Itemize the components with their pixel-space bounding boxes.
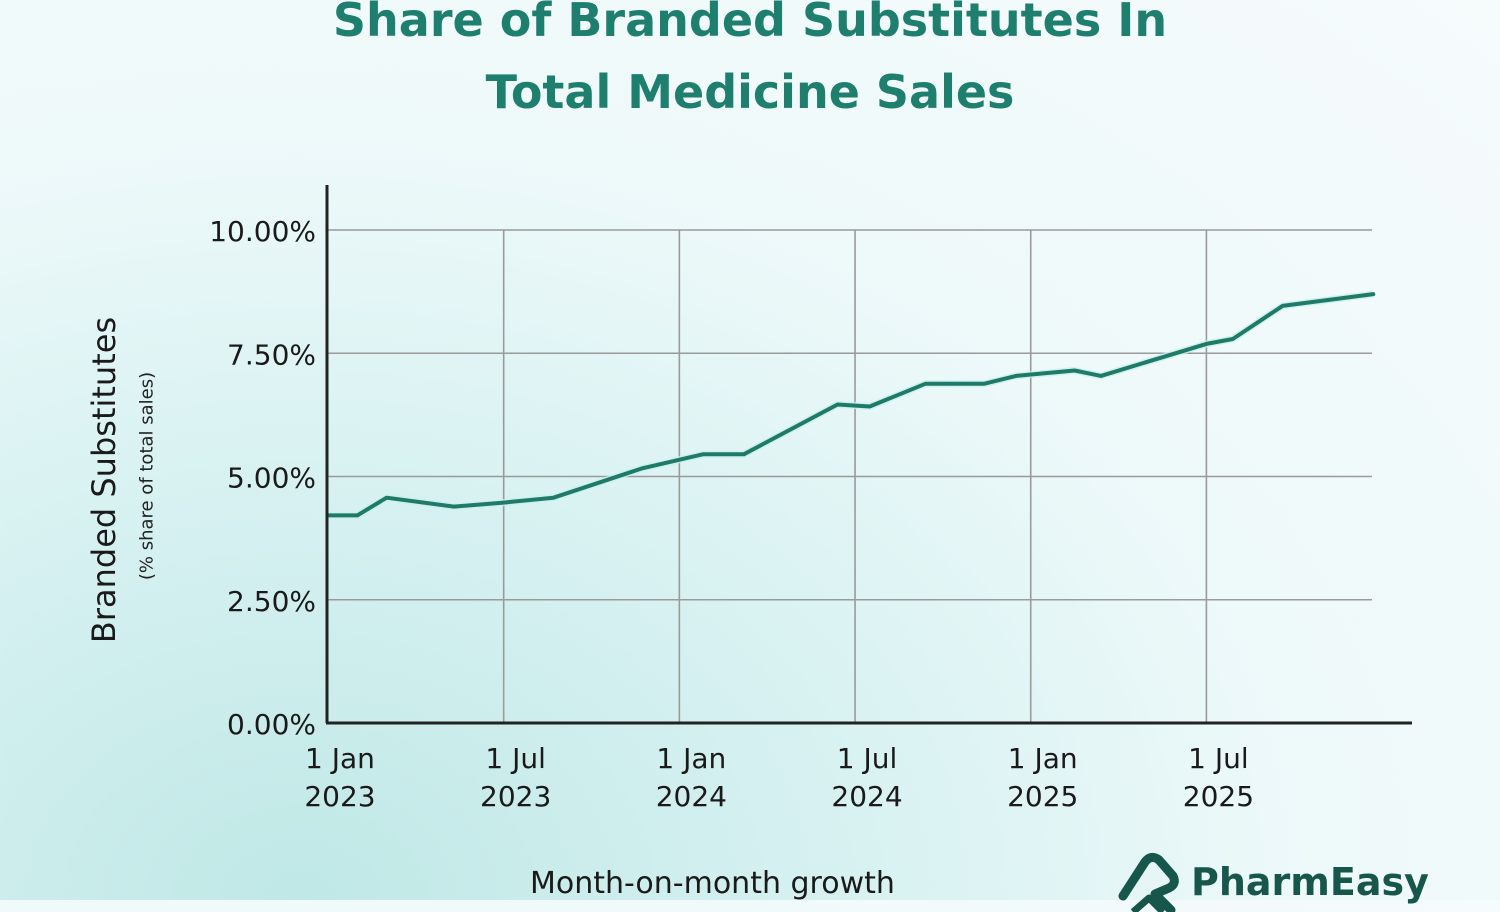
x-tick-label-line2: 2023 [304, 780, 375, 813]
data-point [385, 496, 389, 500]
x-tick-label-line2: 2025 [1007, 780, 1078, 813]
x-tick-label-line2: 2025 [1183, 780, 1254, 813]
data-point [1204, 342, 1208, 346]
y-tick-label: 10.00% [209, 215, 316, 248]
data-point [502, 501, 506, 505]
data-point [701, 452, 705, 456]
x-tick-label-line2: 2024 [656, 780, 727, 813]
x-tick-label-line1: 1 Jan [305, 742, 375, 775]
x-tick-label-line2: 2024 [831, 780, 902, 813]
x-tick-label-line1: 1 Jan [656, 742, 726, 775]
data-point [1371, 292, 1375, 296]
chart-title-line2: Total Medicine Sales [485, 65, 1015, 119]
data-point [1073, 369, 1077, 373]
data-point [742, 452, 746, 456]
data-point [1014, 374, 1018, 378]
data-point [355, 513, 359, 517]
grid-lines [328, 229, 1372, 723]
series-group [326, 290, 1376, 519]
data-point [1281, 304, 1285, 308]
x-axis-label: Month-on-month growth [530, 866, 895, 901]
x-tick-label-line1: 1 Jan [1008, 742, 1078, 775]
data-point [1099, 374, 1103, 378]
chart-title: Share of Branded Substitutes In Total Me… [0, 0, 1500, 128]
x-tick-label-line2: 2023 [480, 780, 551, 813]
x-tick-labels: 1 Jan 2023 1 Jul 2023 1 Jan 2024 1 Jul 2024 1 Ja… [304, 742, 1254, 813]
y-tick-label: 7.50% [227, 338, 316, 371]
x-tick-label-line1: 1 Jul [485, 742, 546, 775]
pharmeasy-logo-icon [1118, 852, 1179, 912]
x-tick-label-line1: 1 Jul [1188, 742, 1249, 775]
data-point [639, 467, 643, 471]
x-tick-label-line1: 1 Jul [837, 742, 898, 775]
series-line [326, 292, 1376, 518]
data-point [1231, 337, 1235, 341]
y-tick-label: 5.00% [227, 462, 316, 495]
data-point [835, 403, 839, 407]
data-point [452, 505, 456, 509]
brand-logo: PharmEasy [1115, 852, 1429, 912]
data-point [868, 404, 872, 408]
brand-name: PharmEasy [1191, 860, 1429, 904]
data-point [551, 496, 555, 500]
y-tick-label: 0.00% [227, 708, 316, 741]
data-point [982, 382, 986, 386]
data-point [923, 382, 927, 386]
chart-title-line1: Share of Branded Substitutes In [332, 0, 1168, 47]
y-tick-label: 2.50% [227, 585, 316, 618]
y-tick-labels: 0.00% 2.50% 5.00% 7.50% 10.00% [209, 215, 316, 741]
